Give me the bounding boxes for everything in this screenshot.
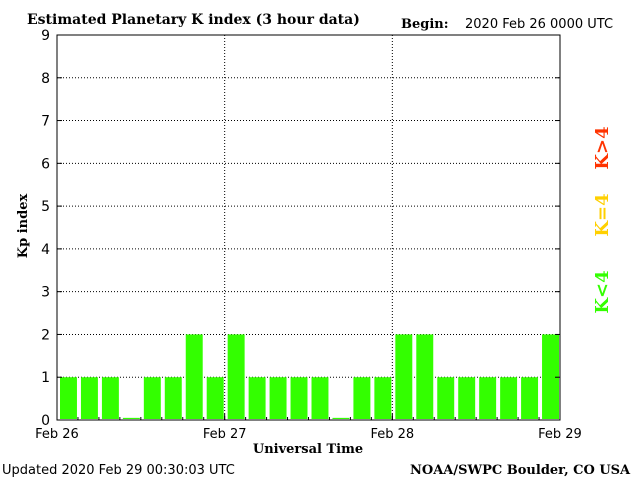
updated-timestamp: Updated 2020 Feb 29 00:30:03 UTC <box>2 463 235 478</box>
kp-bar <box>353 377 371 419</box>
plot-area <box>56 34 561 421</box>
legend-k-less-4: K<4 <box>592 270 613 313</box>
credit-text: NOAA/SWPC Boulder, CO USA <box>410 463 631 478</box>
begin-value: 2020 Feb 26 0000 UTC <box>465 17 613 32</box>
kp-bar <box>332 417 350 419</box>
kp-bar <box>143 377 161 419</box>
y-tick-label: 9 <box>41 28 50 44</box>
kp-bar <box>248 377 266 419</box>
kp-bar <box>521 377 539 419</box>
legend-k-equal-4: K=4 <box>592 193 613 236</box>
y-tick-label: 0 <box>41 413 50 429</box>
x-tick-label: Feb 27 <box>203 427 247 442</box>
kp-bar <box>416 334 434 419</box>
kp-bar <box>542 334 559 419</box>
kp-bar <box>164 377 182 419</box>
chart-title: Estimated Planetary K index (3 hour data… <box>27 12 360 28</box>
kp-bar <box>60 377 77 419</box>
kp-bar <box>206 377 224 419</box>
kp-bar <box>185 334 203 419</box>
kp-bar <box>500 377 518 419</box>
y-tick-label: 1 <box>41 370 50 386</box>
kp-bar <box>101 377 119 419</box>
kp-bar <box>374 377 392 419</box>
y-tick-label: 5 <box>41 199 50 215</box>
x-tick-label: Feb 28 <box>370 427 414 442</box>
kp-bar <box>458 377 476 419</box>
kp-bar <box>122 417 140 419</box>
y-tick-label: 8 <box>41 71 50 87</box>
kp-bar <box>269 377 287 419</box>
x-axis-ticks: Feb 26 Feb 27 Feb 28 Feb 29 <box>35 414 582 442</box>
y-tick-label: 6 <box>41 156 50 172</box>
y-tick-label: 4 <box>41 242 50 258</box>
kp-bar <box>290 377 308 419</box>
legend-k-greater-4: K>4 <box>592 126 613 169</box>
begin-label: Begin: <box>401 17 449 32</box>
kp-bar <box>80 377 98 419</box>
y-axis-ticks: 0 1 2 3 4 5 6 7 8 9 <box>41 28 560 429</box>
x-axis-label: Universal Time <box>253 442 363 457</box>
y-tick-label: 2 <box>41 327 50 343</box>
x-tick-label: Feb 26 <box>35 427 79 442</box>
kp-bar <box>311 377 329 419</box>
bars <box>60 334 559 419</box>
y-tick-label: 3 <box>41 285 50 301</box>
grid <box>57 35 560 420</box>
kp-bar <box>395 334 413 419</box>
x-tick-label: Feb 29 <box>538 427 582 442</box>
y-axis-label: Kp index <box>16 194 31 259</box>
kp-bar <box>479 377 497 419</box>
kp-bar <box>437 377 455 419</box>
kp-bar <box>227 334 245 419</box>
y-tick-label: 7 <box>41 114 50 130</box>
